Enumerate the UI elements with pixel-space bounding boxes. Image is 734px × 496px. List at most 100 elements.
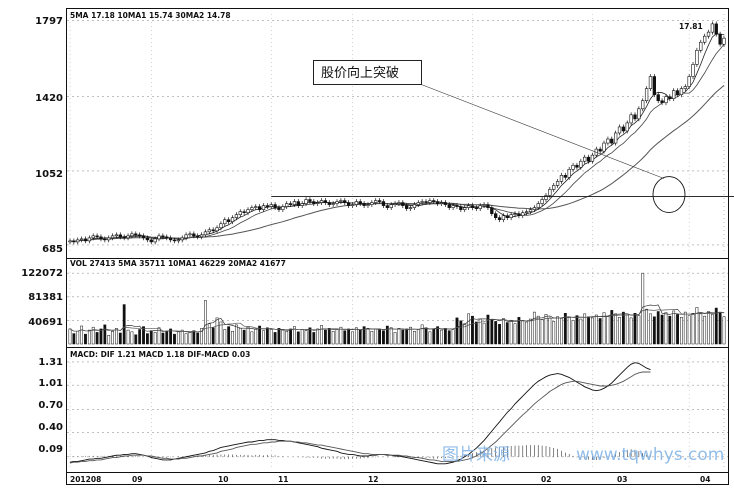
- candle-body: [532, 207, 537, 210]
- volume-bar: [459, 320, 463, 345]
- volume-bar: [664, 312, 668, 345]
- macd-tick-label: 1.31: [38, 357, 63, 368]
- volume-bar: [91, 326, 95, 345]
- volume-bar: [238, 328, 242, 345]
- candle-body: [203, 231, 208, 236]
- volume-bar: [455, 317, 459, 345]
- candle-body: [672, 90, 676, 100]
- volume-bar: [103, 324, 107, 345]
- price-panel-legend: 5MA 17.18 10MA1 15.74 30MA2 14.78: [70, 11, 231, 20]
- candle-body: [91, 235, 95, 239]
- volume-bar: [486, 314, 490, 345]
- candle-body: [617, 126, 622, 134]
- volume-bar: [451, 329, 455, 345]
- candle-body: [76, 239, 80, 243]
- volume-bar: [231, 330, 234, 345]
- volume-bar: [115, 328, 118, 345]
- candle-body: [230, 217, 235, 223]
- candle-body: [501, 215, 506, 221]
- candle-body: [134, 233, 138, 236]
- candle-body: [583, 156, 587, 162]
- candle-body: [679, 88, 684, 95]
- volume-bar: [76, 330, 80, 345]
- candle-body: [389, 204, 393, 208]
- price-candles: [68, 21, 726, 245]
- candle-body: [548, 189, 552, 196]
- volume-bar: [610, 310, 614, 345]
- volume-bar: [707, 311, 710, 345]
- candle-body: [621, 126, 626, 132]
- volume-bar: [184, 333, 188, 345]
- candle-body: [637, 108, 641, 120]
- candle-body: [613, 132, 618, 144]
- volume-bar: [509, 319, 513, 345]
- candle-body: [447, 204, 451, 208]
- volume-bar: [478, 318, 482, 345]
- volume-bar: [366, 328, 370, 345]
- volume-bar: [587, 316, 590, 345]
- candle-body: [199, 234, 204, 238]
- volume-bar: [482, 322, 486, 345]
- candle-body: [273, 204, 277, 208]
- volume-bar: [265, 327, 269, 345]
- volume-bar: [668, 315, 672, 345]
- volume-bar: [111, 330, 114, 345]
- candle-body: [292, 201, 297, 205]
- candle-body: [161, 235, 165, 238]
- volume-bar: [594, 314, 598, 345]
- breakout-circle: [652, 176, 686, 213]
- watermark-text-url: www.tqwhys.com: [576, 445, 724, 465]
- volume-bar: [579, 318, 583, 345]
- candle-body: [478, 205, 482, 209]
- candle-body: [675, 90, 680, 95]
- candle-body: [99, 236, 103, 240]
- ma30-line: [69, 85, 725, 242]
- volume-bar: [362, 326, 366, 345]
- volume-bar: [471, 315, 474, 345]
- volume-bar: [498, 324, 501, 345]
- volume-bar: [246, 326, 250, 345]
- candle-body: [722, 37, 726, 45]
- candle-body: [377, 200, 382, 202]
- volume-bar: [517, 317, 521, 345]
- ma10-line: [69, 43, 725, 242]
- volume-bar: [710, 314, 714, 345]
- volume-ma10-line: [69, 309, 725, 333]
- date-label: 12: [368, 475, 378, 484]
- candle-body: [261, 205, 266, 210]
- volume-bar: [513, 323, 517, 345]
- candle-body: [72, 240, 76, 243]
- watermark-text-cn: 图片来源: [442, 445, 510, 465]
- candle-body: [660, 100, 664, 104]
- candle-body: [254, 206, 258, 208]
- candle-body: [157, 235, 161, 240]
- volume-bar: [370, 330, 374, 345]
- candle-body: [149, 239, 153, 243]
- volume-bar: [443, 328, 447, 345]
- volume-bar: [614, 313, 618, 345]
- candle-body: [517, 213, 521, 216]
- volume-bar: [502, 318, 505, 345]
- candle-body: [470, 205, 475, 208]
- volume-bar: [591, 317, 594, 345]
- volume-bar: [571, 319, 575, 345]
- candle-body: [644, 88, 649, 102]
- candle-body: [397, 202, 401, 204]
- volume-bar: [436, 326, 440, 345]
- volume-bar: [606, 315, 610, 345]
- date-label: 09: [132, 475, 142, 484]
- volume-bar: [296, 331, 300, 345]
- volume-bar: [354, 327, 358, 345]
- volume-bar: [219, 321, 223, 345]
- candle-body: [304, 199, 308, 204]
- candle-body: [482, 204, 486, 206]
- volume-bar: [142, 326, 145, 345]
- volume-bar: [401, 329, 405, 345]
- volume-bar: [84, 333, 87, 345]
- volume-bar: [188, 332, 192, 345]
- volume-bar: [656, 311, 660, 345]
- volume-bar: [126, 329, 130, 345]
- volume-bar: [335, 329, 339, 345]
- candle-body: [114, 234, 119, 237]
- candle-body: [641, 100, 645, 110]
